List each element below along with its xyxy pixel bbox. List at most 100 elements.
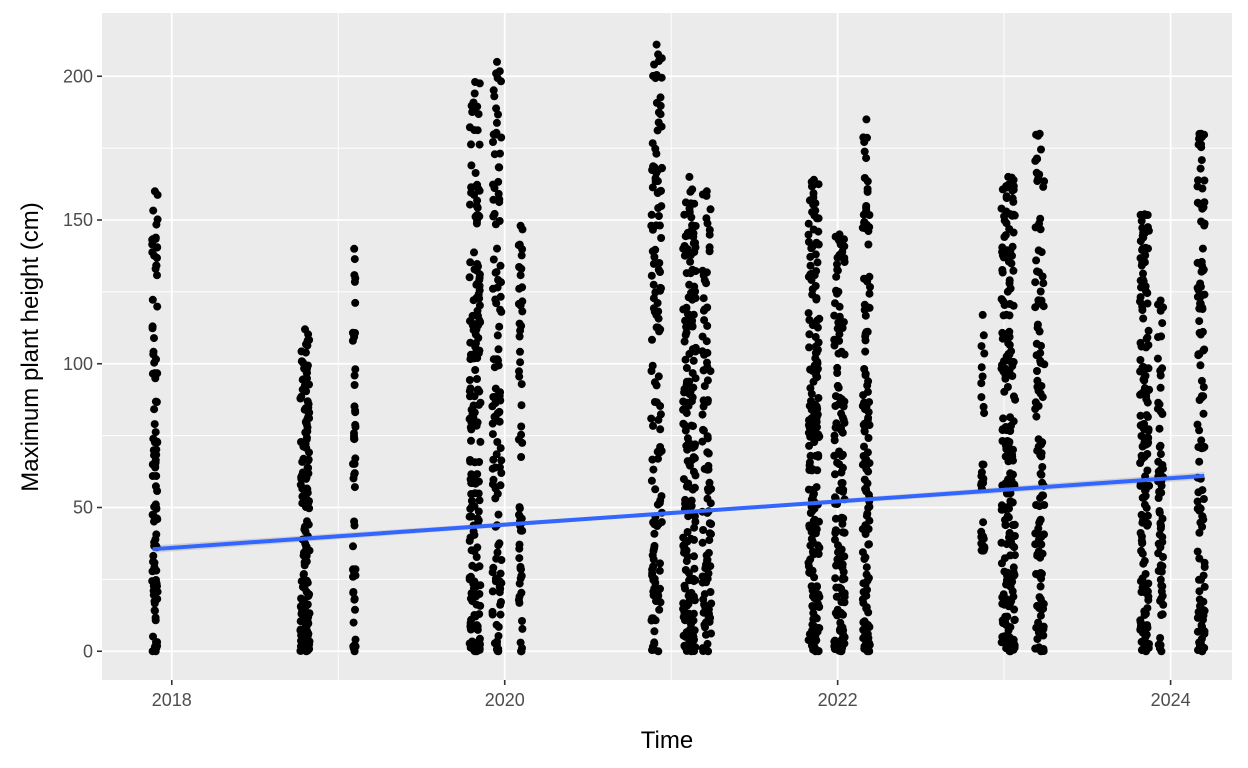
- data-point: [1196, 164, 1205, 173]
- data-point: [680, 337, 689, 346]
- data-point: [149, 632, 157, 641]
- data-point: [489, 355, 498, 364]
- data-point: [1036, 611, 1045, 620]
- data-point: [656, 93, 665, 102]
- data-point: [467, 479, 476, 488]
- data-point: [1158, 364, 1167, 373]
- data-point: [150, 606, 159, 615]
- data-point: [999, 619, 1007, 628]
- data-point: [837, 395, 846, 404]
- data-point: [808, 465, 817, 474]
- data-point: [864, 434, 873, 442]
- data-point: [805, 458, 814, 467]
- data-point: [491, 384, 500, 393]
- data-point: [1193, 258, 1202, 267]
- data-point: [832, 286, 840, 295]
- data-point: [685, 172, 694, 181]
- data-point: [350, 521, 359, 530]
- data-point: [809, 181, 817, 190]
- data-point: [516, 271, 525, 280]
- data-point: [979, 534, 988, 543]
- data-point: [814, 624, 823, 632]
- data-point: [689, 356, 698, 365]
- data-point: [1195, 528, 1204, 537]
- data-point: [517, 322, 526, 330]
- data-point: [489, 563, 498, 572]
- data-point: [471, 366, 480, 374]
- data-point: [835, 486, 844, 495]
- data-point: [1007, 476, 1016, 485]
- data-point: [515, 579, 524, 588]
- data-point: [297, 347, 306, 356]
- data-point: [698, 410, 707, 419]
- data-point: [864, 408, 873, 417]
- data-point: [1031, 303, 1040, 312]
- data-point: [350, 244, 359, 253]
- data-point: [489, 255, 498, 264]
- data-point: [1143, 211, 1152, 219]
- data-point: [1000, 554, 1009, 563]
- data-point: [492, 268, 501, 277]
- data-point: [980, 409, 989, 418]
- data-point: [350, 483, 359, 492]
- data-point: [472, 202, 481, 210]
- data-point: [149, 446, 158, 455]
- data-point: [1137, 342, 1146, 351]
- data-point: [1136, 411, 1145, 420]
- data-point: [805, 330, 814, 339]
- data-point: [516, 347, 524, 356]
- data-point: [648, 571, 657, 580]
- data-point: [806, 555, 815, 564]
- data-point: [998, 268, 1007, 277]
- data-point: [351, 635, 360, 644]
- data-point: [1193, 420, 1202, 429]
- data-point: [809, 193, 818, 202]
- data-point: [490, 92, 499, 101]
- data-point: [682, 303, 691, 312]
- data-point: [812, 636, 821, 645]
- data-point: [649, 546, 658, 555]
- data-point: [690, 564, 699, 573]
- data-point: [476, 437, 485, 446]
- data-point: [1009, 185, 1018, 194]
- data-point: [297, 438, 305, 446]
- data-point: [494, 177, 503, 186]
- data-point: [703, 348, 712, 357]
- data-point: [518, 225, 527, 234]
- data-point: [489, 212, 498, 221]
- data-point: [1039, 491, 1048, 500]
- data-point: [860, 398, 869, 407]
- data-point: [832, 592, 841, 601]
- data-point: [702, 214, 711, 223]
- data-point: [302, 576, 311, 585]
- data-point: [1195, 587, 1204, 596]
- data-point: [303, 397, 312, 406]
- data-point: [1011, 395, 1020, 404]
- data-point: [1144, 341, 1153, 350]
- data-point: [302, 503, 310, 511]
- data-point: [978, 372, 987, 381]
- data-point: [489, 475, 498, 484]
- data-point: [1158, 319, 1167, 328]
- data-point: [1032, 501, 1041, 509]
- data-point: [813, 316, 822, 325]
- data-point: [865, 540, 873, 549]
- data-point: [1001, 521, 1010, 530]
- data-point: [1155, 424, 1164, 433]
- data-point: [489, 455, 498, 464]
- data-point: [1200, 176, 1209, 185]
- data-point: [977, 478, 986, 487]
- data-point: [473, 375, 481, 383]
- data-point: [494, 110, 502, 119]
- data-point: [1154, 467, 1163, 476]
- data-point: [488, 587, 497, 596]
- data-point: [493, 244, 501, 253]
- data-point: [350, 371, 359, 380]
- data-point: [814, 394, 823, 402]
- data-point: [1033, 635, 1042, 643]
- data-point: [1039, 623, 1048, 632]
- data-point: [302, 545, 311, 553]
- data-point: [980, 544, 989, 553]
- data-point: [979, 460, 988, 469]
- data-point: [652, 381, 661, 390]
